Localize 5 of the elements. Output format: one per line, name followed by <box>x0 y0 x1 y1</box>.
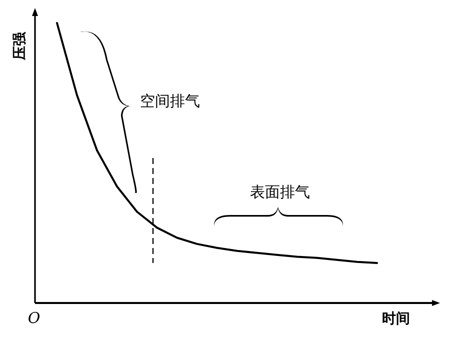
annotation: 空间排气 <box>140 92 200 110</box>
annotation: 表面排气 <box>250 183 310 201</box>
x-axis-title: 时间 <box>382 311 410 327</box>
y-axis-title: 压强 <box>12 31 28 61</box>
text: O <box>28 309 40 327</box>
